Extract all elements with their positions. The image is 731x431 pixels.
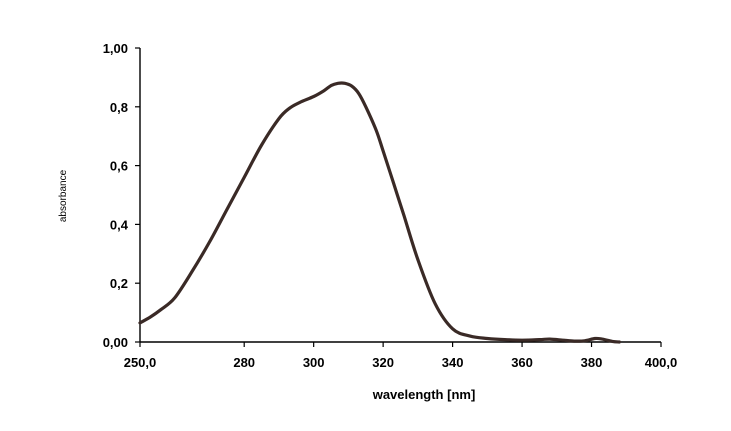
y-tick-label: 1,00 — [103, 41, 128, 56]
y-axis-title: absorbance — [58, 169, 69, 222]
axes — [139, 48, 661, 343]
x-tick-label: 380 — [581, 355, 603, 370]
absorbance-curve — [138, 81, 621, 344]
y-tick-label: 0,00 — [103, 335, 128, 350]
x-tick-label: 320 — [372, 355, 394, 370]
y-tick-label: 0,2 — [110, 276, 128, 291]
y-tick-label: 0,6 — [110, 159, 128, 174]
x-tick-label: 280 — [233, 355, 255, 370]
ticks: 0,00 0,2 0,4 0,6 0,8 1,00 250,0 280 300 320 340 360… — [103, 41, 678, 370]
x-tick-label: 400,0 — [645, 355, 678, 370]
y-tick-label: 0,4 — [110, 217, 129, 232]
x-axis-title: wavelength [nm] — [372, 387, 476, 402]
x-tick-label: 300 — [303, 355, 325, 370]
x-tick-label: 360 — [511, 355, 533, 370]
x-tick-label: 250,0 — [124, 355, 157, 370]
series — [138, 81, 621, 344]
y-tick-label: 0,8 — [110, 100, 128, 115]
x-tick-label: 340 — [442, 355, 464, 370]
